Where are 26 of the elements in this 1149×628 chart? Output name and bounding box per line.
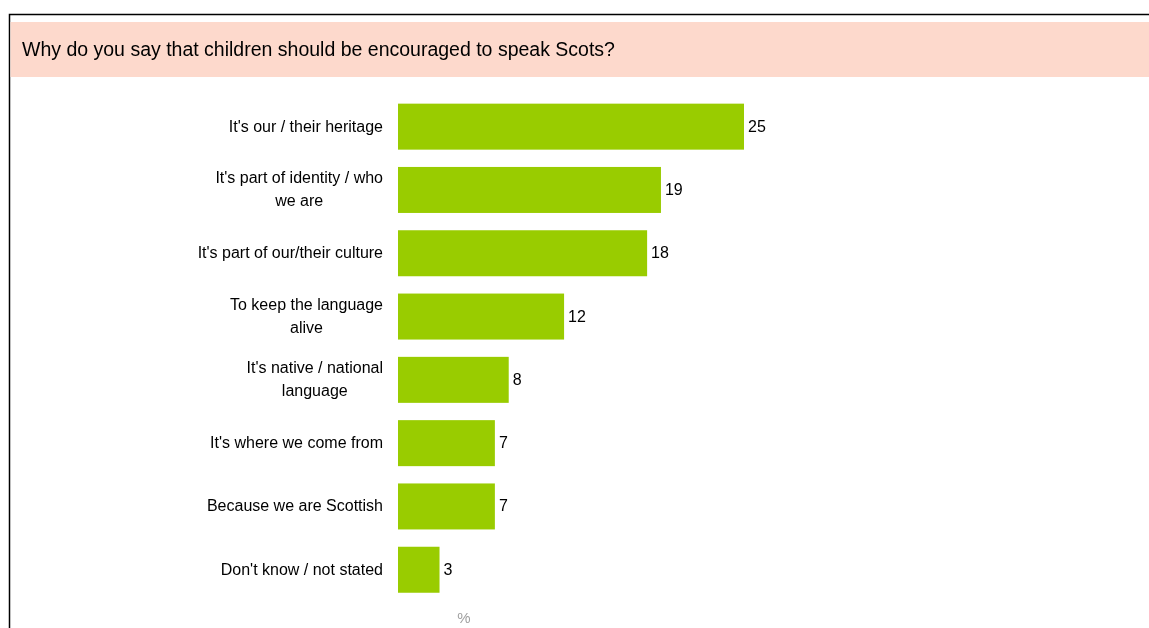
bar — [398, 420, 495, 467]
y-tick-label: It's where we come from — [210, 434, 383, 452]
y-tick-label: It's part of identity / who we are — [215, 169, 384, 210]
bar — [398, 230, 648, 277]
bar — [398, 546, 440, 593]
data-label: 8 — [512, 370, 522, 388]
bar — [398, 166, 661, 213]
y-tick-label: It's native / national language — [246, 359, 383, 400]
data-label: 19 — [664, 180, 683, 198]
data-label: 7 — [498, 497, 508, 515]
y-tick-label: Because we are Scottish — [206, 497, 383, 515]
y-tick-label: It's part of our/their culture — [197, 244, 384, 262]
y-tick-label: It's our / their heritage — [228, 117, 384, 135]
data-label: 7 — [498, 434, 508, 452]
x-axis-title: % — [457, 609, 471, 626]
data-label: 12 — [568, 307, 586, 325]
bar — [398, 356, 509, 403]
y-tick-label: Don't know / not stated — [220, 560, 383, 578]
bar — [398, 103, 744, 150]
bar — [398, 293, 565, 340]
bar — [398, 483, 495, 530]
data-label: 3 — [443, 560, 453, 578]
y-tick-label: To keep the language alive — [229, 296, 384, 337]
data-label: 25 — [748, 117, 766, 135]
data-label: 18 — [651, 244, 670, 262]
chart-title: Why do you say that children should be encouraged to speak Scots? — [22, 38, 616, 60]
